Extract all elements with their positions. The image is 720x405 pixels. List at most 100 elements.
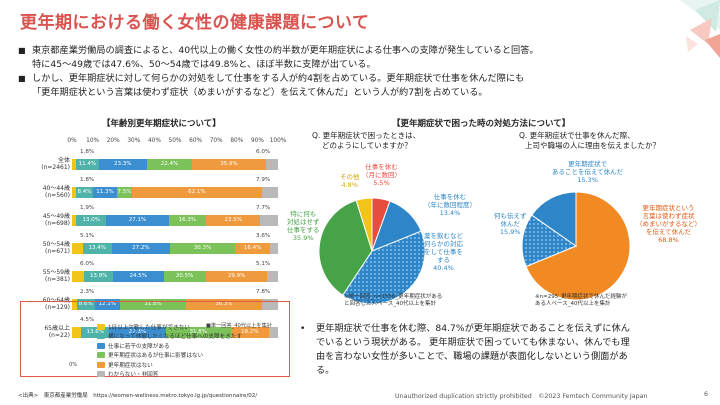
bar-top-label: 7.7%: [256, 205, 271, 211]
bar-top-label: 7.8%: [256, 289, 271, 295]
source-citation: <出典> 東京都産業労働局 https://women-wellness.met…: [18, 393, 258, 399]
x-tick-label: 80%: [230, 138, 244, 144]
pie2-note: ※n=295_更年期症状で休んだ経験が ある人ベース_40代以上を集計: [535, 294, 627, 307]
bar-segment: 24.5%: [113, 271, 164, 282]
legend-item: 横になって休憩したくなるほど仕事への支障をきたす: [97, 332, 242, 342]
x-tick-label: 40%: [147, 138, 161, 144]
bar-segment: 11.3%: [93, 187, 117, 198]
bar-top-label: 7.9%: [256, 177, 271, 183]
bar-segment: 62.1%: [132, 187, 262, 198]
stacked-bar: 13.6% 27.3% 31.8% 18.2%: [72, 327, 278, 338]
bar-segment: 16.3%: [168, 215, 207, 226]
bottom-tick: 0%: [69, 362, 78, 368]
bar-segment: 23.3%: [98, 159, 147, 170]
x-axis-ticks: 0% 10% 20% 30% 40% 50% 60% 70% 80% 90% 100%: [67, 138, 286, 148]
bar-segment: 29.9%: [205, 271, 268, 282]
summary-line: る。: [316, 365, 335, 376]
bar-segment: [268, 327, 278, 338]
bar-segment: [261, 299, 278, 310]
bullet-marker: •: [300, 323, 306, 334]
bar-top-label: 1.9%: [80, 205, 95, 211]
question-line: 上司や職場の人に理由を伝えましたか？: [525, 140, 660, 150]
legend-label: 1日以上欠勤した仕事ができない: [108, 324, 190, 331]
bar-segment: [72, 187, 76, 198]
bar-note: ■単一回答_40代以上を集計: [206, 323, 272, 329]
bar-top-label: 1.8%: [80, 177, 95, 183]
bullet-line: しかし、更年期症状に対して何らかの対処をして仕事をする人が約4割を占めている。更…: [32, 73, 525, 84]
bar-segment: 12.1%: [94, 299, 120, 310]
bar-top-label: 6.0%: [80, 261, 95, 267]
decorative-triangles-icon: [680, 0, 720, 58]
pie1-label-rest-yearly: 仕事を休む （年に数回程度） 13.4%: [424, 193, 476, 217]
bar-top-label: 5.1%: [256, 261, 271, 267]
bar-segment: 27.3%: [109, 327, 166, 338]
legend-label: 横になって休憩したくなるほど仕事への支障をきたす: [108, 334, 242, 341]
legend-label: 更年期症状はない: [108, 362, 153, 369]
legend-swatch: [97, 371, 105, 378]
bar-segment: 8.4%: [75, 187, 94, 198]
bar-segment: 13.0%: [76, 215, 107, 226]
bar-segment: 13.4%: [82, 243, 112, 254]
bar-row-label: 40〜44歳 (n=560): [42, 185, 70, 199]
pie-section-title: 【更年期症状で困った時の対処方法について】: [392, 119, 571, 129]
legend-item: 更年期症状はない: [97, 360, 242, 370]
bar-top-label: 2.3%: [80, 289, 95, 295]
bar-row-label: 50〜54歳 (n=671): [42, 241, 70, 255]
bullet-line: 東京都産業労働局の調査によると、40代以上の働く女性の約半数が更年期症状による仕…: [32, 45, 539, 56]
x-tick-label: 100%: [269, 138, 287, 144]
pie-slice: [521, 214, 578, 268]
bullet-2: ■ しかし、更年期症状に対して何らかの対処をして仕事をする人が約4割を占めている…: [18, 72, 698, 99]
bar-segment: 20.5%: [163, 271, 206, 282]
bar-top-label: 5.1%: [80, 233, 95, 239]
legend-item: 1日以上欠勤した仕事ができない: [97, 322, 242, 332]
intro-bullets: ■ 東京都産業労働局の調査によると、40代以上の働く女性の約半数が更年期症状によ…: [18, 44, 698, 100]
pie-slice: [342, 230, 426, 305]
pie2-label-told: 更年期症状で あることを伝えて休んだ 15.3%: [552, 160, 624, 184]
stacked-bar: 11.4% 23.3% 22.4% 35.9%: [72, 159, 278, 170]
pie-slice: [355, 197, 373, 252]
bar-segment: [270, 243, 278, 254]
bar-segment: [260, 215, 278, 226]
bar-segment: 7.5%: [116, 187, 133, 198]
bullet-marker: ■: [18, 74, 26, 83]
bar-top-label: 1.8%: [80, 149, 95, 155]
pie-chart-coping: [318, 197, 426, 305]
bar-section-title: 【年齢別更年期症状について】: [102, 119, 221, 129]
stacked-bar: 13.4% 27.2% 30.3% 16.4%: [72, 243, 278, 254]
bar-row-label: 全体 (n=2461): [41, 157, 70, 171]
question-line: Q. 更年期症状で困ったときは、: [312, 131, 421, 140]
legend-swatch: [97, 352, 105, 359]
summary-line: 由を言わない女性が多いことで、職場の課題が表面化しないという側面があ: [316, 351, 628, 362]
bar-top-label: 3.6%: [256, 233, 271, 239]
bar-segment: 35.9%: [192, 159, 266, 170]
bar-legend: 1日以上欠勤した仕事ができない 横になって休憩したくなるほど仕事への支障をきたす仕…: [97, 322, 242, 379]
bar-top-label: 4.5%: [80, 317, 95, 323]
bar-row-label: 45〜49歳 (n=698): [42, 213, 70, 227]
bar-row-label: 55〜59歳 (n=381): [42, 269, 70, 283]
bar-segment: 11.4%: [75, 159, 99, 170]
bullet-line: 「更年期症状という言葉は使わず症状（めまいがするなど）を伝えて休んだ」という人が…: [32, 86, 488, 98]
pie-slice: [318, 199, 373, 296]
page-title: 更年期における働く女性の健康課題について: [20, 13, 370, 33]
bar-segment: 31.8%: [165, 327, 232, 338]
legend-swatch: [97, 333, 105, 340]
pie2-label-symptom-only: 更年期症状という 言葉は使わず症状 （めまいがするなど） を伝えて休んだ 68.8%: [636, 204, 701, 244]
pie-chart-reason: [521, 191, 631, 301]
bar-segment: 30.3%: [170, 243, 236, 254]
question-line: Q. 更年期症状で仕事を休んだ際、: [519, 131, 635, 140]
highlight-frame: [20, 301, 290, 377]
bar-segment: 8.6%: [76, 299, 95, 310]
pie1-label-other: その他 4.8%: [340, 173, 360, 189]
legend-swatch: [97, 342, 105, 349]
legend-swatch: [97, 323, 105, 330]
pie1-label-cope-work: 薬を飲むなど 何らかの対応 をして仕事を する 40.4%: [424, 232, 463, 272]
pie-slice: [525, 191, 631, 301]
x-tick-label: 70%: [209, 138, 223, 144]
x-tick-label: 90%: [250, 138, 264, 144]
bar-segment: 23.5%: [206, 215, 261, 226]
summary-line: 更年期症状で仕事を休む際、84.7%が更年期症状であることを伝えずに休ん: [316, 323, 630, 334]
age-bar-chart: 0% 10% 20% 30% 40% 50% 60% 70% 80% 90% 100% 全体 (n=2…: [20, 130, 290, 380]
legend-label: 更年期症状はあるが仕事に影響はない: [108, 353, 204, 360]
question-line: どのようにしていますか？: [322, 140, 412, 150]
pie1-label-no-action: 特に何も 対処はせず 仕事をする 35.9%: [287, 210, 320, 242]
